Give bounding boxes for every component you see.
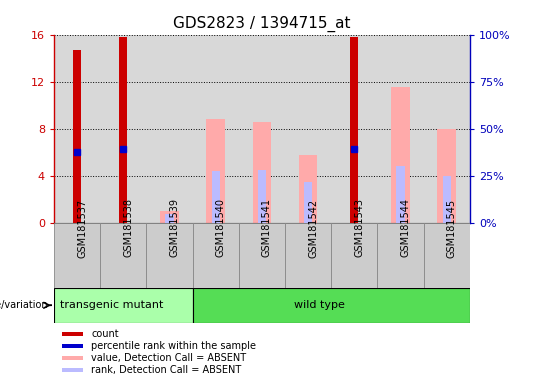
Bar xyxy=(253,122,271,223)
Bar xyxy=(62,332,83,336)
Bar xyxy=(258,170,266,223)
Bar xyxy=(443,176,451,223)
Bar xyxy=(62,356,83,360)
Bar xyxy=(437,129,456,223)
Bar xyxy=(304,182,312,223)
Text: GSM181538: GSM181538 xyxy=(123,199,133,257)
Text: GSM181541: GSM181541 xyxy=(262,199,272,257)
FancyBboxPatch shape xyxy=(193,288,470,323)
Bar xyxy=(160,211,179,223)
FancyBboxPatch shape xyxy=(239,223,285,288)
Text: GSM181540: GSM181540 xyxy=(215,199,226,257)
Bar xyxy=(73,50,81,223)
Text: GSM181543: GSM181543 xyxy=(354,199,364,257)
Bar xyxy=(62,344,83,348)
FancyBboxPatch shape xyxy=(331,223,377,288)
Text: wild type: wild type xyxy=(294,300,345,310)
Bar xyxy=(396,166,404,223)
Text: GSM181542: GSM181542 xyxy=(308,199,318,258)
Text: transgenic mutant: transgenic mutant xyxy=(60,300,164,310)
Bar xyxy=(350,37,359,223)
FancyBboxPatch shape xyxy=(100,223,146,288)
Bar xyxy=(206,119,225,223)
Text: GSM181539: GSM181539 xyxy=(170,199,179,257)
Text: percentile rank within the sample: percentile rank within the sample xyxy=(91,341,256,351)
Text: value, Detection Call = ABSENT: value, Detection Call = ABSENT xyxy=(91,353,247,363)
FancyBboxPatch shape xyxy=(377,223,423,288)
Text: GSM181537: GSM181537 xyxy=(77,199,87,258)
FancyBboxPatch shape xyxy=(193,223,239,288)
Bar xyxy=(165,215,174,223)
FancyBboxPatch shape xyxy=(285,223,331,288)
Bar xyxy=(119,37,127,223)
Text: GSM181545: GSM181545 xyxy=(447,199,457,258)
Bar xyxy=(299,154,318,223)
Bar xyxy=(392,88,410,223)
Title: GDS2823 / 1394715_at: GDS2823 / 1394715_at xyxy=(173,16,350,32)
FancyBboxPatch shape xyxy=(423,223,470,288)
FancyBboxPatch shape xyxy=(146,223,193,288)
FancyBboxPatch shape xyxy=(54,223,100,288)
Text: rank, Detection Call = ABSENT: rank, Detection Call = ABSENT xyxy=(91,365,242,375)
Text: genotype/variation: genotype/variation xyxy=(0,300,49,310)
Bar xyxy=(212,171,220,223)
Text: GSM181544: GSM181544 xyxy=(401,199,410,257)
Bar xyxy=(62,367,83,372)
Text: count: count xyxy=(91,329,119,339)
FancyBboxPatch shape xyxy=(54,288,193,323)
